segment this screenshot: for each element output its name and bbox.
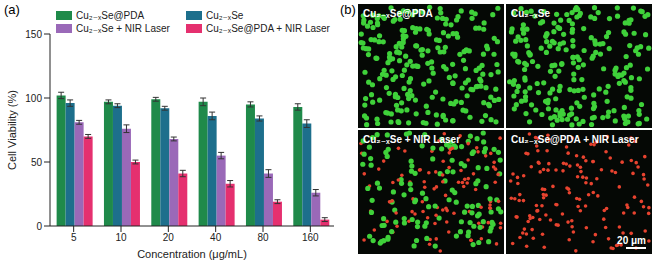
html-text:Cu₂₋ₓSe@PDA + NIR Laser: Cu₂₋ₓSe@PDA + NIR Laser [205,23,330,34]
svg-text:20 μm: 20 μm [617,235,646,246]
svg-text:50: 50 [31,157,43,168]
html-text:(a): (a) [4,2,20,17]
svg-text:20: 20 [163,232,175,243]
svg-text:5: 5 [71,232,77,243]
html-text:Cu₂₋ₓSe@PDA: Cu₂₋ₓSe@PDA [76,10,145,21]
svg-text:80: 80 [257,232,269,243]
svg-text:Cell Viability (%): Cell Viability (%) [6,90,18,170]
svg-text:40: 40 [210,232,222,243]
svg-text:160: 160 [302,232,319,243]
svg-text:Cu₂₋ₓSe + NIR Laser: Cu₂₋ₓSe + NIR Laser [363,134,460,145]
svg-text:(b): (b) [340,2,356,17]
svg-text:100: 100 [25,93,42,104]
svg-text:Cu₂₋ₓSe: Cu₂₋ₓSe [511,8,550,19]
html-text:Cu₂₋ₓSe + NIR Laser: Cu₂₋ₓSe + NIR Laser [76,23,170,34]
svg-text:150: 150 [25,29,42,40]
svg-text:Cu₂₋ₓSe@PDA + NIR Laser: Cu₂₋ₓSe@PDA + NIR Laser [511,134,639,145]
svg-text:Cu₂₋ₓSe@PDA: Cu₂₋ₓSe@PDA [363,8,433,19]
html-text:Cu₂₋ₓSe: Cu₂₋ₓSe [205,10,244,21]
svg-text:0: 0 [36,221,42,232]
svg-text:Concentration (μg/mL): Concentration (μg/mL) [137,248,247,260]
svg-text:10: 10 [115,232,127,243]
